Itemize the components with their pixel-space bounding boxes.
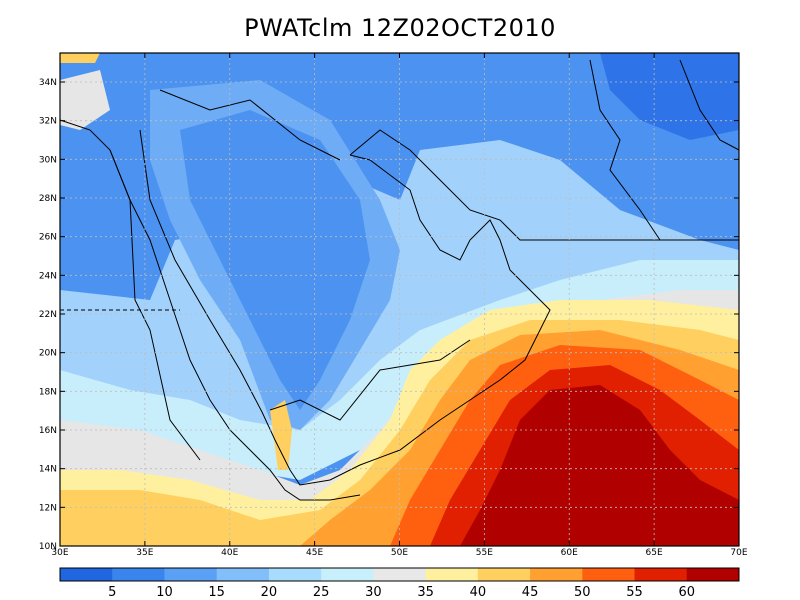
lon-label: 55E xyxy=(476,548,493,558)
colorbar-swatch xyxy=(60,568,113,581)
lat-label: 32N xyxy=(39,117,57,127)
border-saudi-jordan-iraq xyxy=(159,89,341,161)
field-yellow-patch-north xyxy=(60,53,100,63)
border-iran-afghanistan xyxy=(589,59,661,241)
colorbar-label: 50 xyxy=(574,585,591,600)
axis-ticks: 30E 35E 40E 45E 50E 55E 60E 65E 70E 10N 12N 14N 16N 1… xyxy=(39,53,748,558)
lat-label: 16N xyxy=(39,426,57,436)
lat-label: 20N xyxy=(39,349,57,359)
colorbar-swatch xyxy=(216,568,270,581)
border-afghanistan-pakistan xyxy=(679,59,740,151)
persian-gulf-coast xyxy=(349,129,739,241)
field-red-sea-strip xyxy=(270,400,292,470)
colorbar-swatch xyxy=(425,568,479,581)
colorbar-swatch xyxy=(634,568,688,581)
lat-label: 18N xyxy=(39,387,57,397)
coastlines-borders xyxy=(59,59,740,501)
colorbar-frame xyxy=(59,567,740,582)
lat-label: 30N xyxy=(39,155,57,165)
lon-label: 35E xyxy=(136,548,153,558)
colorbar-swatch xyxy=(582,568,636,581)
colorbar-label: 35 xyxy=(417,585,434,600)
colorbar-label: 20 xyxy=(261,585,278,600)
colorbar-swatch xyxy=(164,568,218,581)
lon-label: 30E xyxy=(51,548,68,558)
lat-label: 12N xyxy=(39,503,57,513)
lat-label: 24N xyxy=(39,271,57,281)
lat-label: 22N xyxy=(39,310,57,320)
colorbar-swatch xyxy=(268,568,322,581)
colorbar-label: 40 xyxy=(470,585,487,600)
lat-label: 26N xyxy=(39,233,57,243)
colorbar: 5 10 15 20 25 30 35 40 45 50 55 60 xyxy=(59,567,740,600)
lon-label: 50E xyxy=(391,548,408,558)
colorbar-swatch xyxy=(373,568,427,581)
colorbar-swatch xyxy=(686,568,740,581)
lat-lon-grid xyxy=(60,53,739,546)
lat-label: 14N xyxy=(39,465,57,475)
lon-label: 60E xyxy=(561,548,578,558)
border-africa-interior xyxy=(109,149,201,461)
colorbar-swatch xyxy=(477,568,531,581)
lat-label: 28N xyxy=(39,194,57,204)
field-grey-coast-north xyxy=(60,70,110,130)
lon-label: 40E xyxy=(221,548,238,558)
map-title: PWATclm 12Z02OCT2010 xyxy=(244,14,556,42)
colorbar-swatch xyxy=(112,568,165,581)
colorbar-label: 15 xyxy=(208,585,225,600)
lat-label: 34N xyxy=(39,78,57,88)
colorbar-label: 10 xyxy=(156,585,173,600)
field-dark-red-core xyxy=(460,385,739,546)
lat-label: 10N xyxy=(39,542,57,552)
lon-label: 70E xyxy=(730,548,747,558)
colorbar-label: 30 xyxy=(365,585,382,600)
colorbar-label: 55 xyxy=(626,585,643,600)
arabia-coastline xyxy=(139,129,551,486)
colorbar-label: 25 xyxy=(313,585,330,600)
colorbar-swatch xyxy=(530,568,583,581)
lon-label: 65E xyxy=(646,548,663,558)
colorbar-label: 5 xyxy=(108,585,116,600)
lon-label: 45E xyxy=(306,548,323,558)
colorbar-label: 45 xyxy=(522,585,539,600)
colorbar-label: 60 xyxy=(678,585,695,600)
field-deep-blue-arabia xyxy=(180,110,370,410)
colorbar-swatch xyxy=(321,568,374,581)
field-deep-blue-ne xyxy=(600,53,739,140)
border-saudi-yemen xyxy=(269,339,471,421)
